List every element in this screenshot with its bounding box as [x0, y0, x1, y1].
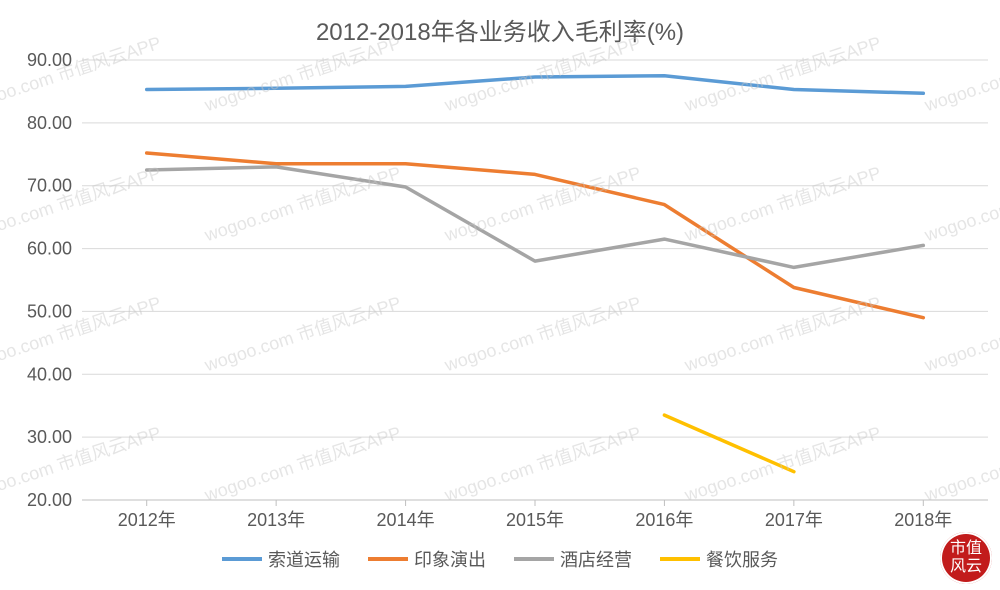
y-tick-label: 50.00: [27, 301, 72, 321]
y-tick-label: 30.00: [27, 427, 72, 447]
legend-label: 餐饮服务: [706, 546, 778, 572]
x-tick-label: 2016年: [635, 510, 693, 530]
legend-label: 酒店经营: [560, 546, 632, 572]
legend-swatch: [660, 557, 700, 561]
x-tick-label: 2014年: [377, 510, 435, 530]
badge-line1: 市值: [950, 540, 982, 558]
x-tick-label: 2012年: [118, 510, 176, 530]
y-tick-label: 60.00: [27, 239, 72, 259]
legend-swatch: [368, 557, 408, 561]
legend-item: 索道运输: [222, 546, 340, 572]
x-tick-label: 2017年: [765, 510, 823, 530]
series-line: [664, 415, 794, 472]
legend-swatch: [222, 557, 262, 561]
brand-badge: 市值 风云: [940, 532, 992, 584]
legend-label: 印象演出: [414, 546, 486, 572]
series-line: [147, 167, 924, 268]
y-tick-label: 90.00: [27, 50, 72, 70]
legend-item: 酒店经营: [514, 546, 632, 572]
y-tick-label: 40.00: [27, 364, 72, 384]
x-tick-label: 2013年: [247, 510, 305, 530]
legend-swatch: [514, 557, 554, 561]
series-line: [147, 153, 924, 318]
legend-item: 餐饮服务: [660, 546, 778, 572]
x-tick-label: 2015年: [506, 510, 564, 530]
y-tick-label: 80.00: [27, 113, 72, 133]
legend-label: 索道运输: [268, 546, 340, 572]
series-line: [147, 76, 924, 94]
x-tick-label: 2018年: [894, 510, 952, 530]
badge-line2: 风云: [950, 558, 982, 576]
y-tick-label: 70.00: [27, 176, 72, 196]
chart-svg: 20.00 30.00 40.00 50.00 60.00 70.00 80.00 90.00…: [0, 0, 1000, 590]
chart-container: 2012-2018年各业务收入毛利率(%) 20.0030.0040.0050.…: [0, 0, 1000, 590]
y-tick-label: 20.00: [27, 490, 72, 510]
chart-legend: 索道运输 印象演出 酒店经营 餐饮服务: [0, 545, 1000, 572]
legend-item: 印象演出: [368, 546, 486, 572]
